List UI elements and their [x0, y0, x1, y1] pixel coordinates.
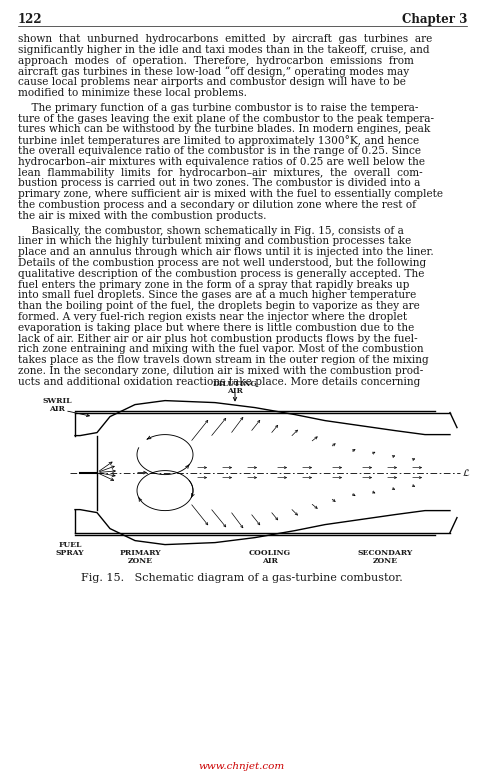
Text: DILUTING: DILUTING [212, 380, 257, 387]
Text: Details of the combustion process are not well understood, but the following: Details of the combustion process are no… [18, 258, 425, 268]
Text: Basically, the combustor, shown schematically in Fig. 15, consists of a: Basically, the combustor, shown schemati… [18, 226, 403, 236]
Text: lean  flammability  limits  for  hydrocarbon–air  mixtures,  the  overall  com-: lean flammability limits for hydrocarbon… [18, 167, 422, 177]
Text: The primary function of a gas turbine combustor is to raise the tempera-: The primary function of a gas turbine co… [18, 103, 418, 113]
Text: ZONE: ZONE [372, 556, 397, 565]
Text: zone. In the secondary zone, dilution air is mixed with the combustion prod-: zone. In the secondary zone, dilution ai… [18, 366, 423, 376]
Text: than the boiling point of the fuel, the droplets begin to vaporize as they are: than the boiling point of the fuel, the … [18, 301, 419, 311]
Text: SECONDARY: SECONDARY [357, 548, 412, 556]
Text: AIR: AIR [227, 387, 242, 394]
Text: cause local problems near airports and combustor design will have to be: cause local problems near airports and c… [18, 77, 405, 87]
Text: COOLING: COOLING [248, 548, 290, 556]
Text: qualitative description of the combustion process is generally accepted. The: qualitative description of the combustio… [18, 269, 424, 279]
Text: primary zone, where sufficient air is mixed with the fuel to essentially complet: primary zone, where sufficient air is mi… [18, 189, 442, 199]
Text: lack of air. Either air or air plus hot combustion products flows by the fuel-: lack of air. Either air or air plus hot … [18, 334, 417, 344]
Text: AIR: AIR [261, 556, 277, 565]
Text: ture of the gases leaving the exit plane of the combustor to the peak tempera-: ture of the gases leaving the exit plane… [18, 114, 433, 124]
Text: rich zone entraining and mixing with the fuel vapor. Most of the combustion: rich zone entraining and mixing with the… [18, 345, 423, 355]
Text: into small fuel droplets. Since the gases are at a much higher temperature: into small fuel droplets. Since the gase… [18, 290, 415, 300]
Text: place and an annulus through which air flows until it is injected into the liner: place and an annulus through which air f… [18, 247, 433, 258]
Text: modified to minimize these local problems.: modified to minimize these local problem… [18, 88, 246, 98]
Text: PRIMARY: PRIMARY [119, 548, 161, 556]
Text: shown  that  unburned  hydrocarbons  emitted  by  aircraft  gas  turbines  are: shown that unburned hydrocarbons emitted… [18, 34, 431, 44]
Text: tures which can be withstood by the turbine blades. In modern engines, peak: tures which can be withstood by the turb… [18, 124, 429, 135]
Text: ZONE: ZONE [127, 556, 152, 565]
Text: turbine inlet temperatures are limited to approximately 1300°K, and hence: turbine inlet temperatures are limited t… [18, 135, 418, 146]
Text: significantly higher in the idle and taxi modes than in the takeoff, cruise, and: significantly higher in the idle and tax… [18, 45, 429, 54]
Text: the overall equivalence ratio of the combustor is in the range of 0.25. Since: the overall equivalence ratio of the com… [18, 146, 420, 156]
Text: formed. A very fuel-rich region exists near the injector where the droplet: formed. A very fuel-rich region exists n… [18, 312, 406, 322]
Text: AIR: AIR [49, 405, 65, 412]
Text: takes place as the flow travels down stream in the outer region of the mixing: takes place as the flow travels down str… [18, 356, 428, 365]
Text: $\mathcal{L}$: $\mathcal{L}$ [461, 467, 469, 478]
Text: liner in which the highly turbulent mixing and combustion processes take: liner in which the highly turbulent mixi… [18, 237, 410, 247]
Text: FUEL: FUEL [58, 541, 81, 548]
Text: the air is mixed with the combustion products.: the air is mixed with the combustion pro… [18, 211, 266, 221]
Text: hydrocarbon–air mixtures with equivalence ratios of 0.25 are well below the: hydrocarbon–air mixtures with equivalenc… [18, 157, 424, 166]
Text: SWRIL: SWRIL [42, 397, 72, 405]
Text: fuel enters the primary zone in the form of a spray that rapidly breaks up: fuel enters the primary zone in the form… [18, 279, 408, 289]
Text: approach  modes  of  operation.  Therefore,  hydrocarbon  emissions  from: approach modes of operation. Therefore, … [18, 55, 413, 65]
Text: ucts and additional oxidation reactions take place. More details concerning: ucts and additional oxidation reactions … [18, 377, 420, 387]
Text: bustion process is carried out in two zones. The combustor is divided into a: bustion process is carried out in two zo… [18, 178, 420, 188]
Text: www.chnjet.com: www.chnjet.com [198, 762, 285, 771]
Text: SPRAY: SPRAY [56, 548, 84, 556]
Text: evaporation is taking place but where there is little combustion due to the: evaporation is taking place but where th… [18, 323, 413, 333]
Text: the combustion process and a secondary or dilution zone where the rest of: the combustion process and a secondary o… [18, 200, 415, 210]
Text: 122: 122 [18, 13, 43, 26]
Text: Fig. 15.   Schematic diagram of a gas-turbine combustor.: Fig. 15. Schematic diagram of a gas-turb… [81, 573, 402, 583]
Text: Chapter 3: Chapter 3 [401, 13, 466, 26]
Text: aircraft gas turbines in these low-load “off design,” operating modes may: aircraft gas turbines in these low-load … [18, 66, 408, 77]
